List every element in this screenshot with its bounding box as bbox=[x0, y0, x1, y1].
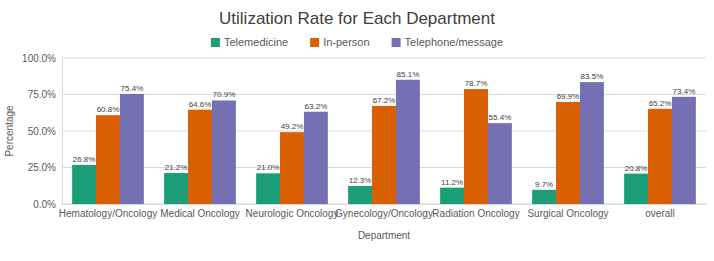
data-label: 21.2% bbox=[165, 163, 188, 172]
data-label: 55.4% bbox=[489, 113, 512, 122]
y-tick-label: 75.0% bbox=[28, 89, 56, 100]
y-axis-line bbox=[62, 59, 63, 205]
legend: Telemedicine In-person Telephone/message bbox=[211, 36, 503, 48]
y-axis-title: Percentage bbox=[4, 105, 15, 157]
bar bbox=[96, 115, 120, 204]
grid bbox=[62, 58, 706, 204]
bar bbox=[624, 174, 648, 204]
y-tick: 25.0% bbox=[28, 162, 62, 173]
x-tick-label: Neurologic Oncology bbox=[246, 208, 339, 219]
x-tick-label: Hematology/Oncology bbox=[59, 208, 157, 219]
bar bbox=[280, 132, 304, 204]
bar bbox=[188, 110, 212, 204]
y-tick: 100.0% bbox=[22, 53, 62, 64]
bar bbox=[488, 123, 512, 204]
grid-line bbox=[62, 58, 706, 59]
bar bbox=[672, 97, 696, 204]
data-label: 85.1% bbox=[397, 70, 420, 79]
x-tick: Gynecology/Oncology bbox=[335, 204, 433, 219]
x-tick: Neurologic Oncology bbox=[246, 204, 339, 219]
y-tick-label: 50.0% bbox=[28, 126, 56, 137]
bar bbox=[304, 112, 328, 204]
data-label: 26.8% bbox=[73, 155, 96, 164]
x-tick-label: Medical Oncology bbox=[160, 208, 239, 219]
data-label: 67.2% bbox=[373, 96, 396, 105]
bar bbox=[556, 102, 580, 204]
legend-item: Telephone/message bbox=[392, 36, 503, 48]
legend-swatch bbox=[211, 38, 220, 47]
y-tick-label: 0.0% bbox=[33, 199, 56, 210]
bar bbox=[120, 94, 144, 204]
data-label: 11.2% bbox=[441, 178, 463, 187]
x-tick: Hematology/Oncology bbox=[59, 204, 157, 219]
bar bbox=[212, 100, 236, 204]
title: Utilization Rate for Each Department bbox=[219, 9, 495, 28]
data-label: 9.7% bbox=[535, 180, 553, 189]
legend-label: Telephone/message bbox=[405, 36, 503, 48]
data-label: 21.0% bbox=[257, 163, 280, 172]
data-label: 64.6% bbox=[189, 100, 212, 109]
data-label: 75.4% bbox=[121, 84, 144, 93]
x-axis-title: Department bbox=[358, 230, 410, 241]
x-tick-label: Gynecology/Oncology bbox=[335, 208, 433, 219]
grid-line bbox=[62, 94, 706, 95]
legend-label: Telemedicine bbox=[224, 36, 288, 48]
data-label: 12.3% bbox=[349, 176, 372, 185]
chart: Utilization Rate for Each Department 0.0%… bbox=[0, 0, 714, 261]
data-label: 49.2% bbox=[281, 122, 304, 131]
data-label: 63.2% bbox=[305, 102, 328, 111]
bar bbox=[532, 190, 556, 204]
y-tick: 50.0% bbox=[28, 126, 62, 137]
y-tick: 0.0% bbox=[33, 199, 62, 210]
x-tick-label: overall bbox=[645, 208, 674, 219]
legend-item: In-person bbox=[310, 36, 369, 48]
data-label: 73.4% bbox=[673, 87, 696, 96]
bar bbox=[164, 173, 188, 204]
x-tick: Surgical Oncology bbox=[527, 204, 608, 219]
legend-swatch bbox=[392, 38, 401, 47]
data-label: 70.9% bbox=[213, 90, 236, 99]
bar-series bbox=[120, 80, 696, 204]
y-tick-label: 100.0% bbox=[22, 53, 56, 64]
y-tick: 75.0% bbox=[28, 89, 62, 100]
y-tick-label: 25.0% bbox=[28, 162, 56, 173]
bar bbox=[72, 165, 96, 204]
bar bbox=[648, 109, 672, 204]
x-tick-label: Surgical Oncology bbox=[527, 208, 608, 219]
plot: 0.0% 25.0% 50.0% 75.0% 100.0% Hematology/Onco… bbox=[22, 53, 706, 219]
data-label: 20.8% bbox=[625, 164, 648, 173]
data-label: 69.9% bbox=[557, 92, 580, 101]
bar bbox=[256, 173, 280, 204]
x-tick: overall bbox=[645, 204, 674, 219]
x-tick-label: Radiation Oncology bbox=[432, 208, 519, 219]
data-label: 78.7% bbox=[465, 79, 488, 88]
legend-swatch bbox=[310, 38, 319, 47]
x-tick: Radiation Oncology bbox=[432, 204, 519, 219]
legend-item: Telemedicine bbox=[211, 36, 288, 48]
data-label: 83.5% bbox=[581, 72, 604, 81]
bar bbox=[440, 188, 464, 204]
x-axis-line bbox=[63, 204, 707, 205]
bar bbox=[396, 80, 420, 204]
legend-label: In-person bbox=[323, 36, 369, 48]
bar bbox=[580, 82, 604, 204]
x-axis: Hematology/OncologyMedical Oncology Neuro… bbox=[59, 204, 707, 219]
data-label: 65.2% bbox=[649, 99, 672, 108]
y-axis: 0.0% 25.0% 50.0% 75.0% 100.0% bbox=[22, 53, 62, 210]
data-label: 60.8% bbox=[97, 105, 120, 114]
bars bbox=[72, 80, 696, 204]
bar bbox=[372, 106, 396, 204]
data-labels: 26.8% 21.2% 21.0% 12.3% 11.2% 9.7% 20.8% 60.8% 6… bbox=[73, 70, 696, 189]
bar bbox=[464, 89, 488, 204]
x-tick: Medical Oncology bbox=[160, 204, 239, 219]
bar bbox=[348, 186, 372, 204]
